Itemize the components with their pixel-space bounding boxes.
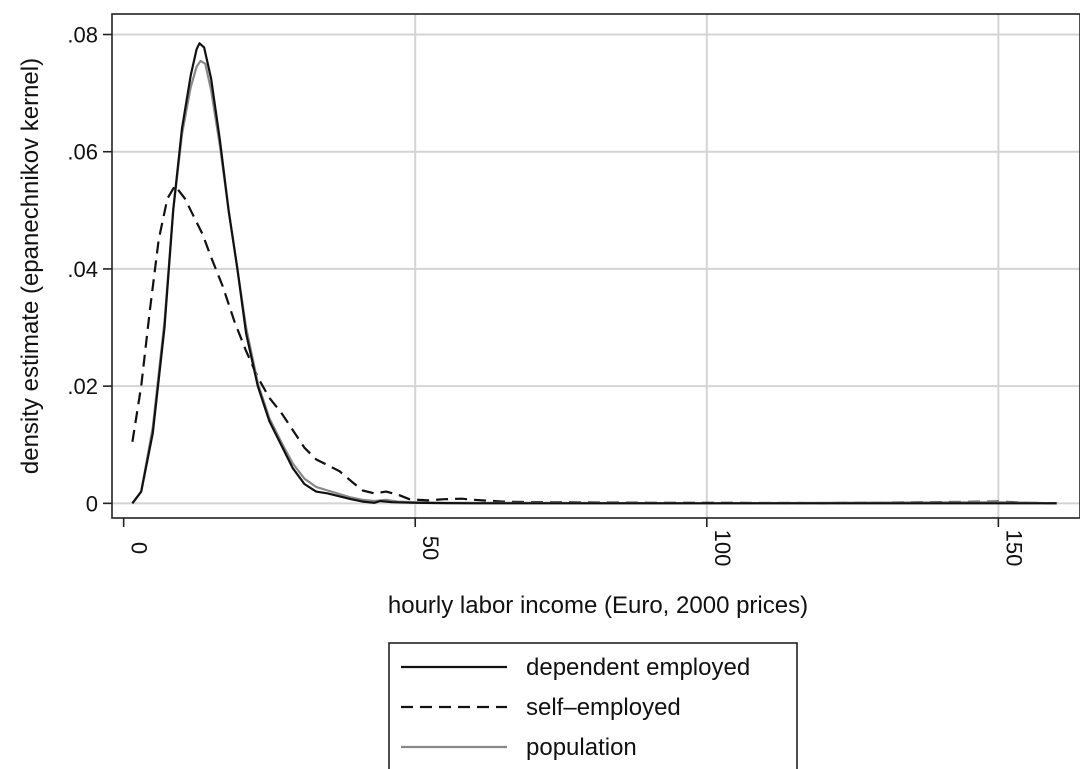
series-line-population [131, 59, 1057, 505]
legend-label: self–employed [526, 694, 681, 721]
x-axis-label: hourly labor income (Euro, 2000 prices) [388, 592, 808, 619]
y-axis-label: density estimate (epanechnikov kernel) [17, 58, 44, 474]
plot-frame [111, 13, 1080, 519]
series-line-dependent-employed [131, 42, 1057, 505]
grid-layer [112, 14, 1080, 518]
y-tick-label: .04 [67, 257, 98, 282]
x-tick-label: 50 [418, 536, 443, 560]
series-layer [131, 42, 1057, 505]
series-line-self-employed [131, 184, 1057, 505]
y-tick-label: .08 [67, 23, 98, 48]
x-tick-label: 150 [1001, 530, 1026, 567]
legend: dependent employed self–employed populatio… [388, 642, 798, 769]
y-tick-label: 0 [86, 491, 98, 516]
axis-layer: 0 .02 .04 .06 .08 0 50 100 150 [67, 23, 1026, 567]
y-tick-label: .02 [67, 374, 98, 399]
legend-label: population [526, 734, 637, 761]
x-tick-label: 0 [127, 542, 152, 554]
legend-label: dependent employed [526, 654, 750, 681]
y-tick-label: .06 [67, 140, 98, 165]
x-tick-label: 100 [710, 530, 735, 567]
